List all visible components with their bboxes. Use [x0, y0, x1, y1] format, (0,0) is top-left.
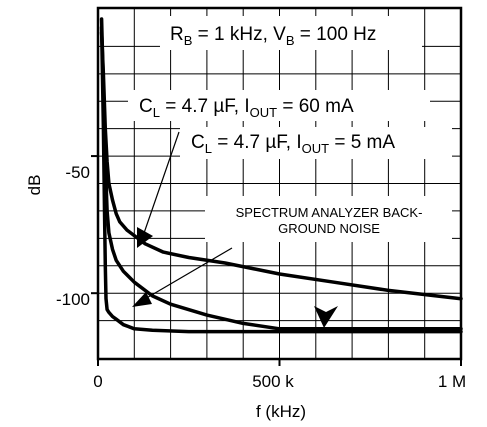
- series-line-2: [99, 25, 463, 334]
- cl5-label-box: [180, 127, 452, 159]
- series-line-1: [99, 17, 463, 331]
- series-line-0: [99, 30, 463, 301]
- plot-frame: [96, 6, 463, 361]
- bias-label-box: [160, 16, 422, 50]
- curves: [99, 17, 463, 334]
- annotation-arrows: [132, 131, 338, 328]
- x-tick-label-0: 0: [93, 372, 102, 391]
- x-tick-label-500k: 500 k: [252, 372, 294, 391]
- x-tick-label-1M: 1 M: [438, 372, 466, 391]
- cl5-arrowhead: [137, 227, 153, 248]
- noise-label-line-2: GROUND NOISE: [278, 221, 380, 236]
- y-tick-label-minus-50: -50: [65, 163, 90, 182]
- cl5-label: CL = 4.7 µF, IOUT = 5 mA: [191, 132, 395, 156]
- y-tick-label-minus-100: -100: [56, 290, 90, 309]
- y-axis-title: dB: [25, 175, 44, 196]
- grid-lines: [97, 8, 462, 359]
- cl60-label: CL = 4.7 µF, IOUT = 60 mA: [139, 96, 354, 120]
- noise-label-line-1: SPECTRUM ANALYZER BACK-: [236, 205, 423, 220]
- cl60-leader: [137, 247, 233, 304]
- x-axis-title: f (kHz): [256, 402, 306, 421]
- noise-label-box: [205, 196, 452, 242]
- cl5-leader: [142, 131, 180, 237]
- cl60-label-box: [128, 90, 430, 121]
- bias-label: RB = 1 kHz, VB = 100 Hz: [170, 24, 376, 48]
- cl60-arrowhead: [132, 292, 152, 307]
- noise-arrowhead: [314, 306, 338, 328]
